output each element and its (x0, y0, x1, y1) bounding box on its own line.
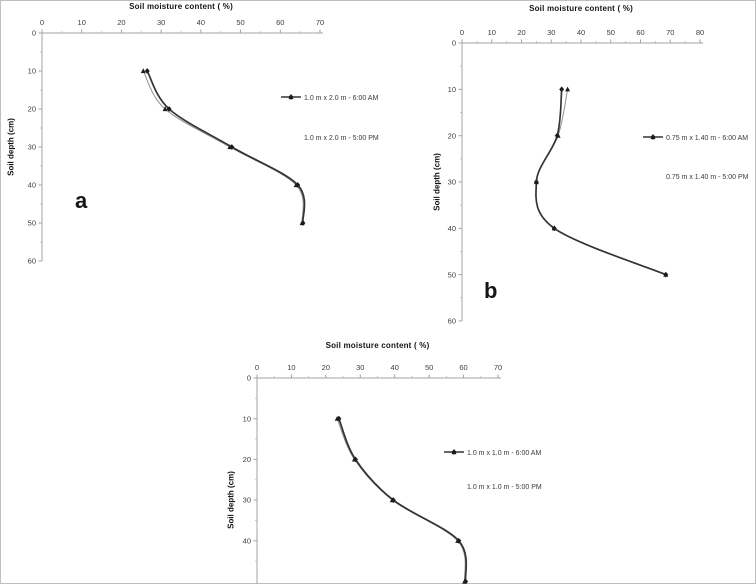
svg-text:60: 60 (459, 363, 467, 372)
chart-panel-c: 0 10 20 30 40 50 60 70 0 10 20 30 40 Soil moisture c… (0, 330, 756, 584)
plot-svg-a: 0 10 20 30 40 50 60 70 0 10 20 30 40 50 60 (28, 18, 325, 266)
svg-text:20: 20 (117, 18, 125, 27)
legend-label-pm: 1.0 m x 2.0 m - 5:00 PM (304, 134, 379, 142)
svg-text:20: 20 (243, 455, 251, 464)
svg-text:30: 30 (547, 28, 555, 37)
pm-line-sample-icon (643, 134, 663, 181)
svg-text:0: 0 (40, 18, 44, 27)
svg-text:60: 60 (28, 257, 36, 266)
svg-text:20: 20 (28, 105, 36, 114)
svg-text:50: 50 (607, 28, 615, 37)
legend-label-pm: 1.0 m x 1.0 m - 5:00 PM (467, 483, 542, 491)
svg-text:0: 0 (460, 28, 464, 37)
svg-text:70: 70 (666, 28, 674, 37)
pm-line-sample-icon (444, 449, 464, 491)
svg-text:60: 60 (448, 317, 456, 326)
svg-text:10: 10 (488, 28, 496, 37)
svg-text:80: 80 (696, 28, 704, 37)
svg-text:30: 30 (28, 143, 36, 152)
svg-text:60: 60 (276, 18, 284, 27)
legend-entry-pm: 1.0 m x 1.0 m - 5:00 PM (444, 449, 542, 492)
legend-label-am: 0.75 m x 1.40 m - 6:00 AM (666, 134, 749, 142)
y-axis-title: Soil depth (cm) (432, 153, 442, 211)
legend-b: 0.75 m x 1.40 m - 6:00 AM 0.75 m x 1.40 … (643, 133, 748, 211)
svg-text:0: 0 (247, 374, 251, 383)
svg-text:70: 70 (494, 363, 502, 372)
svg-text:30: 30 (243, 496, 251, 505)
svg-text:30: 30 (356, 363, 364, 372)
svg-text:10: 10 (78, 18, 86, 27)
y-axis-title: Soil depth (cm) (6, 118, 16, 176)
svg-text:40: 40 (577, 28, 585, 37)
plot-svg-b: 0 10 20 30 40 50 60 70 80 0 10 20 30 40 50 60 (448, 28, 705, 326)
plot-svg-c: 0 10 20 30 40 50 60 70 0 10 20 30 40 (243, 363, 502, 584)
svg-text:10: 10 (287, 363, 295, 372)
svg-text:50: 50 (236, 18, 244, 27)
legend-entry-pm: 1.0 m x 2.0 m - 5:00 PM (281, 94, 379, 143)
svg-text:40: 40 (197, 18, 205, 27)
pm-line-sample-icon (281, 94, 301, 142)
svg-text:50: 50 (28, 219, 36, 228)
legend-label-am: 1.0 m x 2.0 m - 6:00 AM (304, 94, 379, 102)
svg-text:20: 20 (322, 363, 330, 372)
x-axis-title: Soil moisture content ( %) (129, 2, 233, 11)
panel-letter-b: b (484, 278, 498, 303)
svg-text:40: 40 (28, 181, 36, 190)
svg-text:20: 20 (517, 28, 525, 37)
y-axis-title: Soil depth (cm) (226, 471, 236, 529)
x-axis-title: Soil moisture content ( %) (529, 4, 633, 13)
svg-text:70: 70 (316, 18, 324, 27)
x-axis-title: Soil moisture content ( %) (325, 341, 430, 350)
svg-text:10: 10 (448, 85, 456, 94)
svg-text:0: 0 (32, 29, 36, 38)
chart-panel-a: 0 10 20 30 40 50 60 70 0 10 20 30 40 50 60 Soil moistu… (0, 0, 380, 300)
legend-c: 1.0 m x 1.0 m - 6:00 AM 1.0 m x 1.0 m - … (444, 448, 542, 516)
svg-text:10: 10 (243, 414, 251, 423)
svg-text:40: 40 (448, 224, 456, 233)
svg-text:10: 10 (28, 67, 36, 76)
panel-letter-a: a (75, 188, 88, 213)
svg-text:0: 0 (452, 39, 456, 48)
svg-text:30: 30 (157, 18, 165, 27)
svg-text:60: 60 (636, 28, 644, 37)
svg-text:20: 20 (448, 131, 456, 140)
legend-label-pm: 0.75 m x 1.40 m - 5:00 PM (666, 173, 749, 181)
legend-a: 1.0 m x 2.0 m - 6:00 AM 1.0 m x 2.0 m - … (281, 93, 379, 173)
chart-panel-b: 0 10 20 30 40 50 60 70 80 0 10 20 30 40 50 60 Soil mois… (380, 0, 756, 330)
svg-text:40: 40 (243, 536, 251, 545)
svg-text:50: 50 (425, 363, 433, 372)
svg-text:40: 40 (391, 363, 399, 372)
svg-text:30: 30 (448, 178, 456, 187)
svg-text:0: 0 (255, 363, 259, 372)
svg-text:50: 50 (448, 270, 456, 279)
legend-label-am: 1.0 m x 1.0 m - 6:00 AM (467, 449, 542, 457)
legend-entry-pm: 0.75 m x 1.40 m - 5:00 PM (643, 134, 749, 182)
